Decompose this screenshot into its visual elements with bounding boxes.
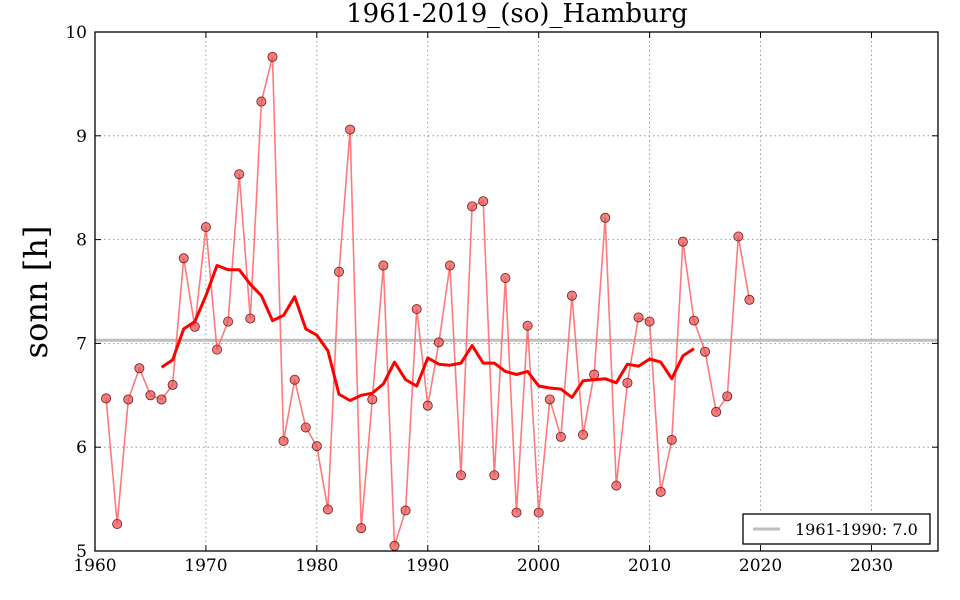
data-point-1996 bbox=[489, 470, 500, 481]
axis-ticks: 1960 1970 1980 1990 2000 2010 2020 2030 5 6 7 8 9 10 bbox=[65, 23, 938, 576]
data-point-1974 bbox=[245, 313, 256, 324]
data-point-1997 bbox=[500, 273, 511, 284]
data-point-1972 bbox=[223, 316, 234, 327]
data-point-2003 bbox=[566, 290, 577, 301]
data-point-1962 bbox=[112, 519, 123, 530]
data-point-1961 bbox=[101, 393, 112, 404]
chart-title: 1961-2019_(so)_Hamburg bbox=[346, 0, 688, 29]
data-point-1992 bbox=[444, 260, 455, 271]
data-point-2001 bbox=[544, 394, 555, 405]
data-point-1978 bbox=[289, 374, 300, 385]
gridlines bbox=[95, 32, 938, 551]
data-point-1998 bbox=[511, 507, 522, 518]
data-point-1990 bbox=[422, 400, 433, 411]
data-point-1984 bbox=[356, 523, 367, 534]
data-point-1970 bbox=[200, 222, 211, 233]
y-tick-label: 9 bbox=[76, 127, 87, 147]
data-point-1988 bbox=[400, 505, 411, 516]
data-point-2015 bbox=[700, 346, 711, 357]
data-point-1965 bbox=[145, 390, 156, 401]
x-tick-label: 2020 bbox=[739, 556, 782, 576]
data-point-1994 bbox=[467, 201, 478, 212]
data-point-1975 bbox=[256, 96, 267, 107]
legend: 1961-1990: 7.0 bbox=[742, 513, 931, 545]
x-tick-label: 2010 bbox=[628, 556, 671, 576]
data-point-2019 bbox=[744, 294, 755, 305]
data-point-1991 bbox=[433, 337, 444, 348]
data-point-1963 bbox=[123, 394, 134, 405]
x-tick-label: 2030 bbox=[850, 556, 893, 576]
data-point-2007 bbox=[611, 480, 622, 491]
series-group bbox=[101, 51, 755, 551]
data-point-1976 bbox=[267, 51, 278, 62]
x-tick-label: 1970 bbox=[184, 556, 227, 576]
y-tick-label: 5 bbox=[76, 542, 87, 562]
data-point-2004 bbox=[578, 429, 589, 440]
data-point-2005 bbox=[589, 369, 600, 380]
x-tick-label: 1960 bbox=[73, 556, 116, 576]
data-point-1983 bbox=[345, 124, 356, 135]
data-point-1981 bbox=[322, 504, 333, 515]
data-point-2006 bbox=[600, 212, 611, 223]
data-point-2016 bbox=[711, 406, 722, 417]
data-point-2013 bbox=[677, 236, 688, 247]
data-point-2000 bbox=[533, 507, 544, 518]
data-point-1986 bbox=[378, 260, 389, 271]
plot-frame bbox=[94, 31, 939, 552]
x-tick-label: 2000 bbox=[517, 556, 560, 576]
data-point-1979 bbox=[300, 422, 311, 433]
x-tick-label: 1990 bbox=[406, 556, 449, 576]
data-point-2002 bbox=[555, 431, 566, 442]
data-point-1977 bbox=[278, 435, 289, 446]
legend-label: 1961-1990: 7.0 bbox=[795, 520, 918, 539]
data-point-1993 bbox=[456, 470, 467, 481]
data-point-1982 bbox=[334, 266, 345, 277]
data-point-1967 bbox=[167, 379, 178, 390]
data-point-1995 bbox=[478, 196, 489, 207]
y-tick-label: 6 bbox=[76, 438, 87, 458]
data-point-2014 bbox=[688, 315, 699, 326]
x-tick-label: 1980 bbox=[295, 556, 338, 576]
data-point-2018 bbox=[733, 231, 744, 242]
data-point-2009 bbox=[633, 312, 644, 323]
data-point-2012 bbox=[666, 434, 677, 445]
data-point-1971 bbox=[212, 344, 223, 355]
data-point-1980 bbox=[311, 441, 322, 452]
data-point-2010 bbox=[644, 316, 655, 327]
data-point-1966 bbox=[156, 394, 167, 405]
data-point-1964 bbox=[134, 363, 145, 374]
data-point-1985 bbox=[367, 394, 378, 405]
data-point-1987 bbox=[389, 540, 400, 551]
data-point-2011 bbox=[655, 486, 666, 497]
data-point-1968 bbox=[178, 253, 189, 264]
data-point-2008 bbox=[622, 377, 633, 388]
data-point-1999 bbox=[522, 320, 533, 331]
moving-average-line bbox=[160, 264, 695, 402]
y-tick-label: 7 bbox=[76, 334, 87, 354]
y-tick-label: 10 bbox=[65, 23, 87, 43]
data-point-2017 bbox=[722, 391, 733, 402]
y-axis-label: sonn [h] bbox=[17, 226, 55, 359]
y-tick-label: 8 bbox=[76, 231, 87, 251]
data-point-1973 bbox=[234, 169, 245, 180]
data-point-1989 bbox=[411, 304, 422, 315]
